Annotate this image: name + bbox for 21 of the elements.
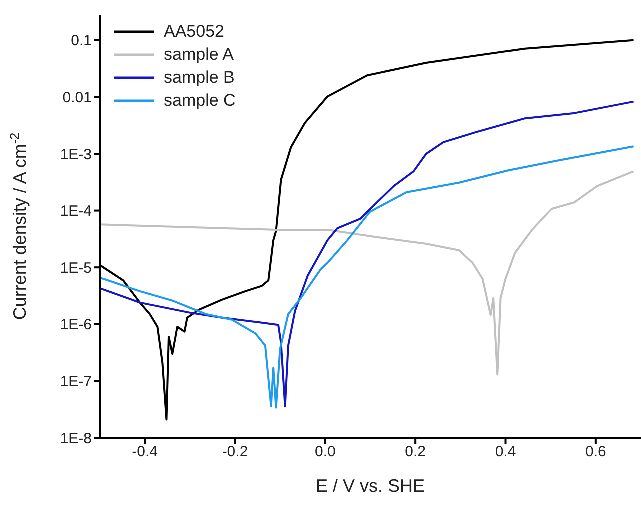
x-tick-label: -0.4 [132, 444, 158, 461]
legend-label: sample A [164, 44, 234, 64]
y-tick-label: 0.01 [62, 90, 92, 107]
line-series [100, 146, 635, 409]
x-axis-title: E / V vs. SHE [316, 476, 426, 496]
y-tick-label: 1E-4 [60, 203, 92, 220]
legend-label: sample B [164, 68, 235, 88]
x-tick-label: -0.2 [222, 444, 248, 461]
x-tick-label: 0.0 [314, 444, 336, 461]
y-tick-label: 1E-7 [60, 374, 92, 391]
line-series [100, 170, 635, 376]
y-tick-label: 1E-8 [60, 430, 92, 448]
x-tick-label: 0.2 [405, 444, 426, 461]
legend-label: sample C [164, 90, 236, 110]
x-tick-label: 0.4 [495, 444, 516, 461]
y-tick-label: 1E-5 [60, 260, 92, 277]
legend-label: AA5052 [164, 22, 224, 42]
y-tick-label: 1E-3 [60, 146, 92, 164]
y-tick-label: 0.1 [71, 32, 92, 50]
x-tick-label: 0.6 [585, 444, 606, 461]
y-tick-label: 1E-6 [60, 316, 92, 334]
